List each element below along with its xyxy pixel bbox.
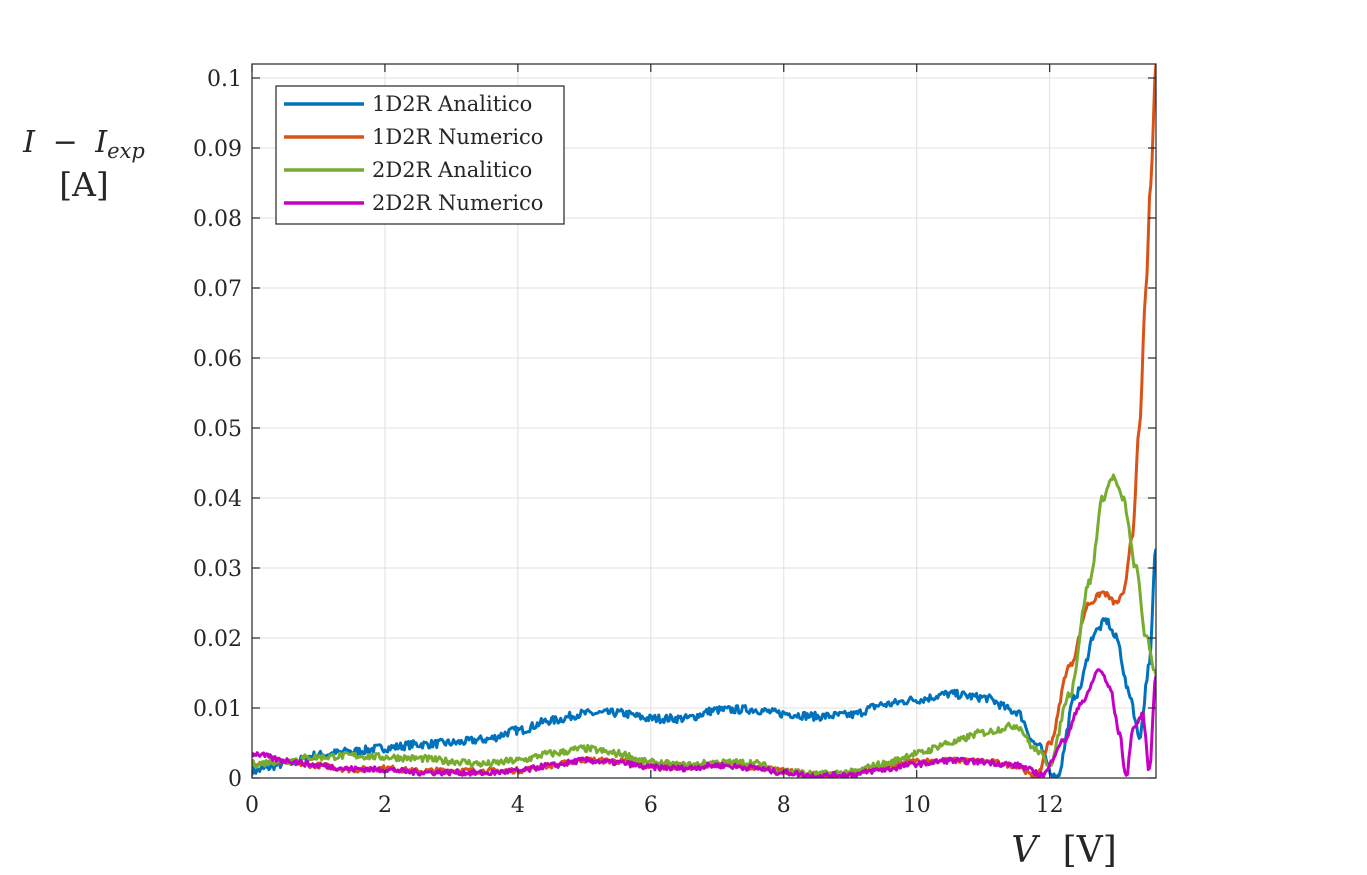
y-tick-label: 0.1 — [207, 67, 242, 92]
x-axis-var: V — [1011, 830, 1041, 871]
x-tick-label: 4 — [511, 793, 525, 818]
legend-label: 1D2R Analitico — [372, 92, 532, 116]
legend-label: 2D2R Numerico — [372, 191, 543, 215]
y-tick-label: 0.01 — [193, 697, 242, 722]
y-tick-label: 0.02 — [193, 627, 242, 652]
legend-label: 2D2R Analitico — [372, 158, 532, 182]
x-tick-label: 6 — [644, 793, 658, 818]
y-tick-labels: 0 0.01 0.02 0.03 0.04 0.05 0.06 0.07 0.08 0.09 0.1 — [193, 67, 242, 792]
legend: 1D2R Analitico 1D2R Numerico 2D2R Analitic… — [275, 85, 565, 225]
x-axis-unit: [V] — [1063, 830, 1117, 871]
x-axis-label: V [V] — [1011, 830, 1117, 871]
y-axis-sub-var: I — [94, 125, 108, 160]
tick-marks — [251, 64, 1156, 779]
series-line-3 — [252, 473, 1156, 778]
y-tick-label: 0.06 — [193, 347, 242, 372]
y-axis-minus: − — [53, 125, 78, 160]
legend-label: 1D2R Numerico — [372, 125, 543, 149]
grid — [251, 64, 1156, 779]
y-tick-label: 0.05 — [193, 417, 242, 442]
x-tick-label: 0 — [245, 793, 259, 818]
y-tick-label: 0.04 — [193, 487, 242, 512]
y-tick-label: 0.09 — [193, 137, 242, 162]
y-axis-unit: [A] — [59, 165, 109, 204]
axes-box — [251, 63, 1157, 779]
x-tick-label: 12 — [1036, 793, 1064, 818]
y-tick-label: 0 — [228, 767, 242, 792]
x-tick-label: 8 — [777, 793, 791, 818]
y-tick-label: 0.03 — [193, 557, 242, 582]
x-tick-label: 2 — [378, 793, 392, 818]
legend-box — [275, 85, 565, 225]
x-tick-label: 10 — [903, 793, 931, 818]
y-tick-label: 0.08 — [193, 207, 242, 232]
y-tick-label: 0.07 — [193, 277, 242, 302]
y-axis-label: I − Iexp — [22, 125, 145, 163]
y-axis-sub: exp — [107, 139, 145, 163]
plot-area — [252, 64, 1156, 778]
series-line-4 — [252, 668, 1156, 778]
y-axis-var: I — [22, 125, 36, 160]
x-tick-labels: 0 2 4 6 8 10 12 — [245, 793, 1064, 818]
series-line-1 — [252, 548, 1156, 778]
